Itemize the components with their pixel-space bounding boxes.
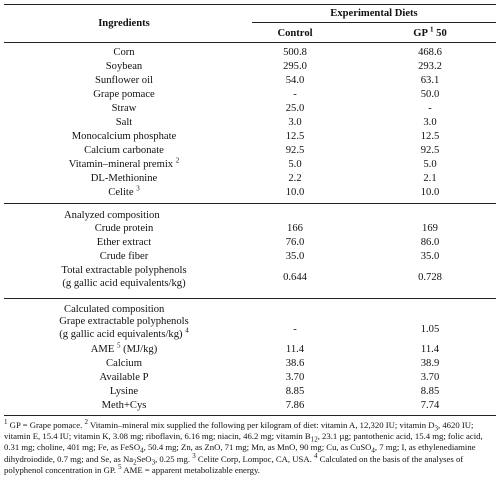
ame-label: AME 5 (MJ/kg): [90, 341, 158, 355]
ingredient-gp: -: [428, 103, 432, 114]
ingredient-control: 2.2: [288, 173, 302, 184]
calculated-gp: 8.85: [420, 386, 440, 397]
analyzed-heading: Analyzed composition: [64, 210, 160, 221]
header-control: Control: [277, 28, 313, 39]
analyzed-gp: 86.0: [420, 237, 440, 248]
footnote-5: 5 AME = apparent metabolizable energy.: [118, 462, 260, 475]
ingredient-gp: 468.6: [418, 47, 442, 58]
footnote-4: 4 Calculated on the basis of the analyse…: [4, 451, 464, 475]
calculated-gp: 7.74: [420, 400, 440, 411]
ingredient-name: Corn: [113, 47, 135, 58]
ingredient-name: DL-Methionine: [90, 173, 158, 184]
calculated-control: 38.6: [285, 358, 305, 369]
polyphenols-gp: 0.728: [418, 272, 442, 283]
ingredient-control: 92.5: [285, 145, 305, 156]
calculated-name: Lysine: [109, 386, 139, 397]
polyphenols-control: 0.644: [283, 272, 307, 283]
footnote-3: 3 Celite Corp, Lompoc, CA, USA.: [192, 451, 312, 464]
ingredient-control: 25.0: [285, 103, 305, 114]
analyzed-name: Ether extract: [96, 237, 152, 248]
footnote-1: 1 GP = Grape pomace.: [4, 418, 83, 430]
grape-gp: 1.05: [420, 324, 440, 335]
ingredient-name: Straw: [111, 103, 137, 114]
ingredient-name: Grape pomace: [93, 89, 155, 100]
ingredient-name: Vitamin–mineral premix 2: [68, 156, 180, 170]
calculated-name: Calcium: [106, 358, 142, 369]
ame-control: 11.4: [285, 344, 305, 355]
calculated-gp: 38.9: [420, 358, 440, 369]
ingredient-control: 500.8: [283, 47, 307, 58]
bottom-rule: [4, 415, 496, 417]
ingredient-control: 3.0: [288, 117, 302, 128]
polyphenols-label-line2: (g gallic acid equivalents/kg): [62, 278, 186, 289]
ingredient-gp: 63.1: [420, 75, 440, 86]
calculated-gp: 3.70: [420, 372, 440, 383]
ingredient-control: 54.0: [285, 75, 305, 86]
footnote-2: 2 Vitamin–mineral mix supplied the follo…: [4, 418, 483, 467]
ingredient-control: -: [293, 89, 297, 100]
header-gp50: GP 1 50: [413, 25, 447, 39]
ingredient-gp: 10.0: [420, 187, 440, 198]
analyzed-name: Crude fiber: [99, 251, 149, 262]
calculated-heading: Calculated composition: [64, 304, 165, 315]
calculated-name: Available P: [99, 372, 149, 383]
ame-gp: 11.4: [420, 344, 440, 355]
ingredient-name: Celite 3: [108, 184, 140, 198]
analyzed-gp: 169: [422, 223, 438, 234]
ingredient-gp: 293.2: [418, 61, 442, 72]
ingredient-gp: 92.5: [420, 145, 440, 156]
calculated-name: Meth+Cys: [101, 400, 147, 411]
header-experimental-diets: Experimental Diets: [330, 8, 418, 19]
polyphenols-label-line1: Total extractable polyphenols: [61, 265, 187, 276]
calculated-control: 3.70: [285, 372, 305, 383]
ingredient-name: Sunflower oil: [95, 75, 153, 86]
ingredient-gp: 50.0: [420, 89, 440, 100]
ingredient-control: 10.0: [285, 187, 305, 198]
grape-label-line1: Grape extractable polyphenols: [59, 316, 189, 327]
ingredient-name: Monocalcium phosphate: [71, 131, 177, 142]
ingredient-name: Calcium carbonate: [84, 145, 164, 156]
ingredient-control: 295.0: [283, 61, 307, 72]
analyzed-control: 166: [287, 223, 303, 234]
ingredient-gp: 3.0: [423, 117, 437, 128]
footnotes: 1 GP = Grape pomace. 2 Vitamin–mineral m…: [4, 418, 496, 476]
ingredients-rule: [4, 203, 496, 204]
diets-rule: [252, 22, 496, 23]
grape-label-line2: (g gallic acid equivalents/kg) 4: [59, 326, 189, 340]
top-rule: [4, 4, 496, 6]
analyzed-control: 76.0: [285, 237, 305, 248]
grape-control: -: [293, 324, 297, 335]
ingredient-control: 5.0: [288, 159, 302, 170]
ingredient-control: 12.5: [285, 131, 305, 142]
calculated-control: 8.85: [285, 386, 305, 397]
analyzed-rule: [4, 298, 496, 299]
ingredient-gp: 2.1: [423, 173, 437, 184]
analyzed-control: 35.0: [285, 251, 305, 262]
calculated-control: 7.86: [285, 400, 305, 411]
ingredient-name: Salt: [115, 117, 133, 128]
analyzed-gp: 35.0: [420, 251, 440, 262]
ingredient-gp: 12.5: [420, 131, 440, 142]
ingredient-gp: 5.0: [423, 159, 437, 170]
header-rule: [4, 42, 496, 43]
ingredient-name: Soybean: [105, 61, 143, 72]
header-ingredients: Ingredients: [98, 18, 150, 29]
analyzed-name: Crude protein: [94, 223, 154, 234]
